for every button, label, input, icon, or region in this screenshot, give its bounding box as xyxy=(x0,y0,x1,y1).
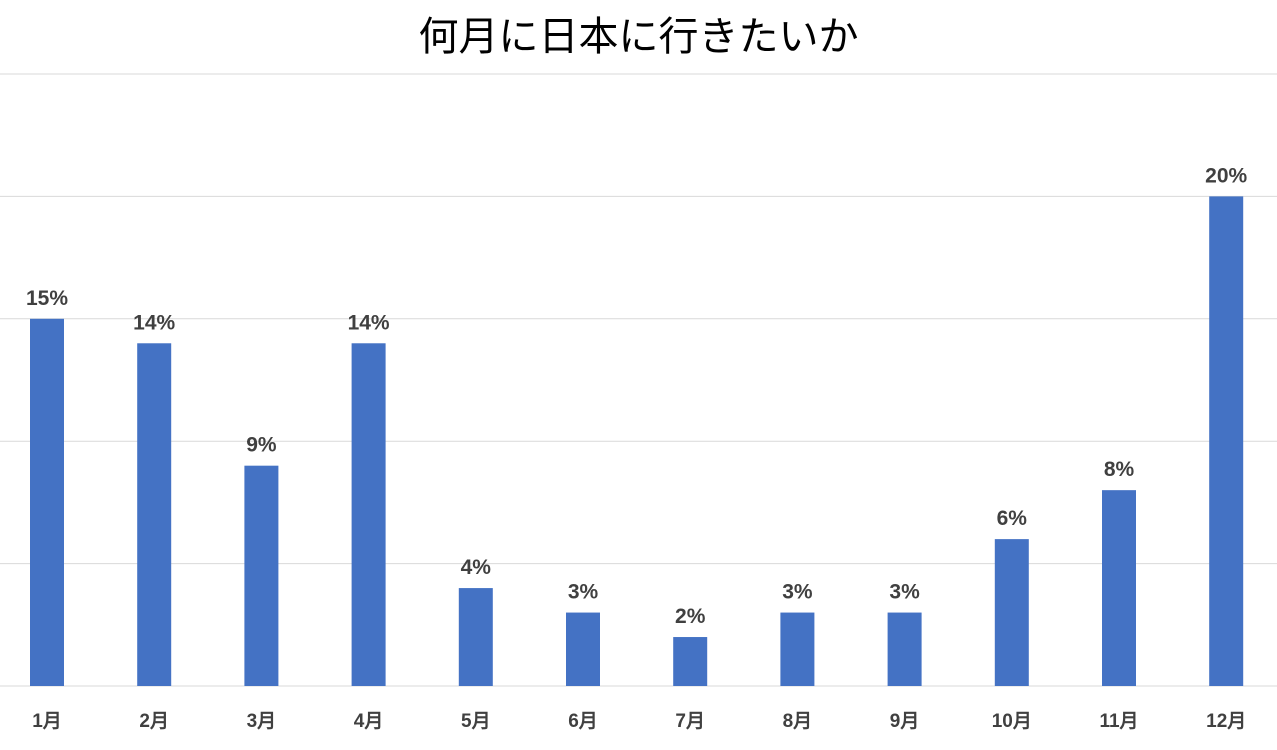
data-labels: 15% 14% 9% 14% 4% 3% 2% 3% 3% 6% 8% 20% xyxy=(26,164,1248,628)
x-tick-label: 2月 xyxy=(139,711,169,732)
data-label: 9% xyxy=(246,434,277,457)
bar xyxy=(673,637,708,686)
gridlines xyxy=(0,73,1277,687)
x-tick-label: 3月 xyxy=(247,711,277,732)
data-label: 3% xyxy=(782,581,813,604)
bar xyxy=(244,465,279,686)
x-tick-label: 9月 xyxy=(890,711,920,732)
data-label: 6% xyxy=(997,507,1028,530)
bar xyxy=(780,612,815,686)
chart-title: 何月に日本に行きたいか xyxy=(418,14,859,60)
bar xyxy=(887,612,922,686)
x-tick-label: 4月 xyxy=(354,711,384,732)
data-label: 3% xyxy=(889,581,920,604)
data-label: 14% xyxy=(133,311,175,334)
data-label: 3% xyxy=(568,581,599,604)
data-label: 8% xyxy=(1104,458,1135,481)
x-tick-labels: 1月 2月 3月 4月 5月 6月 7月 8月 9月 10月 11月 12月 xyxy=(32,711,1246,732)
x-tick-label: 8月 xyxy=(783,711,813,732)
bar xyxy=(137,343,172,686)
x-tick-label: 7月 xyxy=(675,711,705,732)
data-label: 15% xyxy=(26,287,68,310)
x-tick-label: 6月 xyxy=(568,711,598,732)
bar xyxy=(458,588,493,686)
data-label: 14% xyxy=(348,311,390,334)
data-label: 4% xyxy=(461,556,492,579)
x-tick-label: 12月 xyxy=(1206,711,1246,732)
data-label: 20% xyxy=(1205,164,1247,187)
x-tick-label: 11月 xyxy=(1099,711,1138,732)
bars xyxy=(30,196,1244,686)
bar xyxy=(994,539,1029,686)
bar xyxy=(1102,490,1136,686)
x-tick-label: 5月 xyxy=(461,711,491,732)
bar xyxy=(566,612,600,686)
data-label: 2% xyxy=(675,605,706,628)
x-tick-label: 1月 xyxy=(32,711,62,732)
x-tick-label: 10月 xyxy=(992,711,1032,732)
bar xyxy=(351,343,386,686)
bar xyxy=(1209,196,1244,686)
bar xyxy=(30,318,64,686)
